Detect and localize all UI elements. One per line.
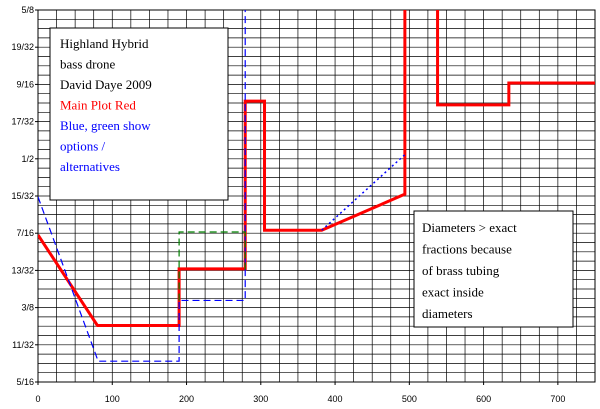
- y-tick-label: 9/16: [16, 79, 34, 89]
- x-tick-label: 600: [476, 394, 491, 404]
- notes: Highland Hybrid bass drone David Daye 2009…: [49, 27, 574, 328]
- series-line: [178, 231, 246, 301]
- note-text: bass drone: [60, 57, 115, 72]
- x-tick-label: 300: [253, 394, 268, 404]
- y-tick-label: 13/32: [11, 265, 34, 275]
- y-tick-label: 5/8: [21, 5, 34, 15]
- y-tick-label: 11/32: [12, 340, 34, 350]
- note-box: [413, 210, 574, 328]
- y-tick-label: 17/32: [11, 117, 34, 127]
- y-tick-label: 1/2: [21, 154, 34, 164]
- x-tick-label: 100: [105, 394, 120, 404]
- note-text: alternatives: [60, 159, 120, 174]
- plot-frame: [37, 9, 596, 383]
- note-text: fractions because: [422, 242, 512, 257]
- x-tick-label: 200: [179, 394, 194, 404]
- y-tick-label: 15/32: [11, 191, 34, 201]
- x-tick-label: 0: [35, 394, 40, 404]
- note-text: of brass tubing: [422, 263, 500, 278]
- note-text: options /: [60, 139, 106, 154]
- x-tick-label: 400: [328, 394, 343, 404]
- series-line: [38, 10, 595, 327]
- x-tick-label: 500: [402, 394, 417, 404]
- note-text: Diameters > exact: [422, 220, 517, 235]
- x-tick-label: 700: [550, 394, 565, 404]
- note-text: exact inside: [422, 285, 484, 300]
- labels: 5/16 11/32 3/8 13/32 7/16 15/32 1/2 17/32 9/16 19…: [11, 5, 565, 404]
- series-line: [321, 154, 406, 231]
- y-tick-label: 19/32: [11, 42, 34, 52]
- y-tick-label: 5/16: [16, 377, 34, 387]
- note-text: diameters: [422, 306, 473, 321]
- plot-lines: [38, 10, 595, 362]
- note-text: Highland Hybrid: [60, 36, 149, 51]
- note-text: David Daye 2009: [60, 77, 152, 92]
- y-tick-label: 3/8: [21, 303, 34, 313]
- y-tick-label: 7/16: [16, 228, 34, 238]
- series-line: [38, 10, 246, 362]
- note-text: Blue, green show: [60, 118, 151, 133]
- note-text: Main Plot Red: [60, 98, 136, 113]
- note-box: [49, 27, 229, 201]
